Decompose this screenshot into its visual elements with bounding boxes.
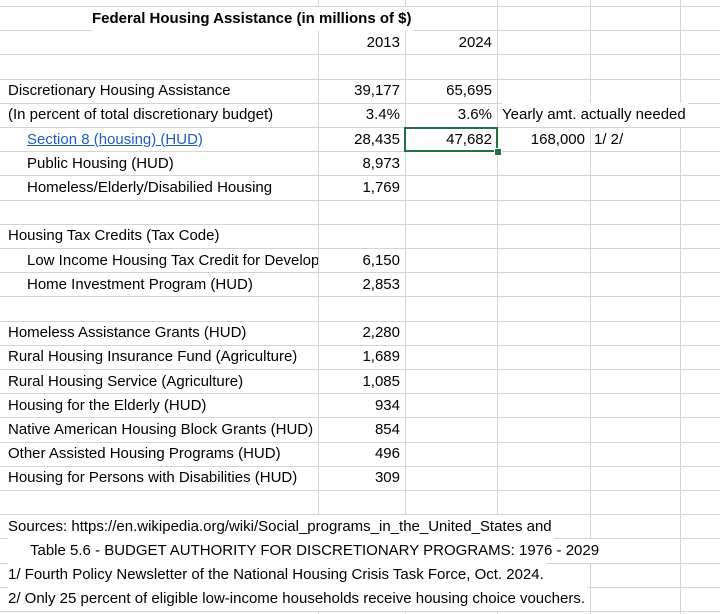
- note: Yearly amt. actually needed: [502, 103, 688, 128]
- value-2013: 2,280: [362, 324, 400, 342]
- row-label: Discretionary Housing Assistance: [8, 82, 231, 100]
- value-2024: 3.6%: [457, 106, 492, 124]
- row-gridline: [0, 611, 720, 612]
- row-label[interactable]: Section 8 (housing) (HUD): [27, 130, 203, 148]
- footnote: Table 5.6 - BUDGET AUTHORITY FOR DISCRET…: [30, 538, 602, 563]
- row-label: Housing for Persons with Disabilities (H…: [8, 469, 298, 487]
- row-gridline: [0, 54, 720, 56]
- column-gridline: [590, 0, 591, 614]
- row-label: Homeless Assistance Grants (HUD): [8, 324, 247, 342]
- value-2013: 6,150: [362, 251, 400, 269]
- row-gridline: [0, 199, 720, 201]
- row-label: (In percent of total discretionary budge…: [8, 106, 274, 124]
- footnote: 2/ Only 25 percent of eligible low-incom…: [8, 587, 587, 612]
- title: Federal Housing Assistance (in millions …: [92, 6, 414, 31]
- footnote-ref: 1/ 2/: [594, 130, 624, 148]
- row-gridline: [0, 272, 720, 274]
- row-gridline: [0, 417, 720, 419]
- row-gridline: [0, 465, 720, 467]
- row-gridline: [0, 30, 720, 32]
- column-gridline: [497, 0, 498, 614]
- row-gridline: [0, 102, 720, 104]
- row-label: Home Investment Program (HUD): [27, 275, 253, 293]
- row-gridline: [0, 175, 720, 177]
- value-2013: 2,853: [362, 275, 400, 293]
- selected-cell: [404, 127, 498, 153]
- fill-handle[interactable]: [494, 148, 502, 157]
- value-2013: 854: [374, 420, 400, 438]
- needed-amount: 168,000: [530, 130, 585, 148]
- value-2013: 1,689: [362, 348, 400, 366]
- value-2013: 8,973: [362, 154, 400, 172]
- row-label: Housing for the Elderly (HUD): [8, 396, 207, 414]
- row-gridline: [0, 320, 720, 322]
- row-gridline: [0, 369, 720, 370]
- row-gridline: [0, 441, 720, 443]
- value-2013: 496: [374, 445, 400, 463]
- row-label: Low Income Housing Tax Credit for Develo…: [27, 251, 318, 269]
- value-2013: 28,435: [354, 130, 400, 148]
- column-gridline: [680, 0, 681, 614]
- row-label: Homeless/Elderly/Disabilied Housing: [27, 178, 273, 196]
- row-gridline: [0, 296, 720, 298]
- row-label: Housing Tax Credits (Tax Code): [8, 227, 220, 245]
- footnote: Sources: https://en.wikipedia.org/wiki/S…: [8, 514, 554, 539]
- row-gridline: [0, 223, 720, 225]
- row-gridline: [0, 490, 720, 491]
- value-2013: 934: [374, 396, 400, 414]
- row-gridline: [0, 248, 720, 249]
- row-gridline: [0, 127, 720, 128]
- row-gridline: [0, 151, 720, 153]
- value-2013: 1,085: [362, 372, 400, 390]
- value-2013: 3.4%: [365, 106, 400, 124]
- column-gridline: [318, 0, 319, 614]
- value-2013: 309: [374, 469, 400, 487]
- value-2024: 65,695: [446, 82, 492, 100]
- value-2024[interactable]: 47,682: [446, 130, 492, 148]
- row-gridline: [0, 78, 720, 80]
- value-2013: 39,177: [354, 82, 400, 100]
- row-gridline: [0, 344, 720, 346]
- year-header: 2024: [458, 33, 492, 51]
- footnote: 1/ Fourth Policy Newsletter of the Natio…: [8, 563, 546, 588]
- column-gridline: [405, 0, 406, 614]
- row-label: Rural Housing Insurance Fund (Agricultur…: [8, 348, 298, 366]
- row-label: Native American Housing Block Grants (HU…: [8, 420, 314, 438]
- row-label: Public Housing (HUD): [27, 154, 174, 172]
- value-2013: 1,769: [362, 178, 400, 196]
- row-gridline: [0, 393, 720, 395]
- row-label: Rural Housing Service (Agriculture): [8, 372, 244, 390]
- year-header: 2013: [366, 33, 400, 51]
- row-label: Other Assisted Housing Programs (HUD): [8, 445, 281, 463]
